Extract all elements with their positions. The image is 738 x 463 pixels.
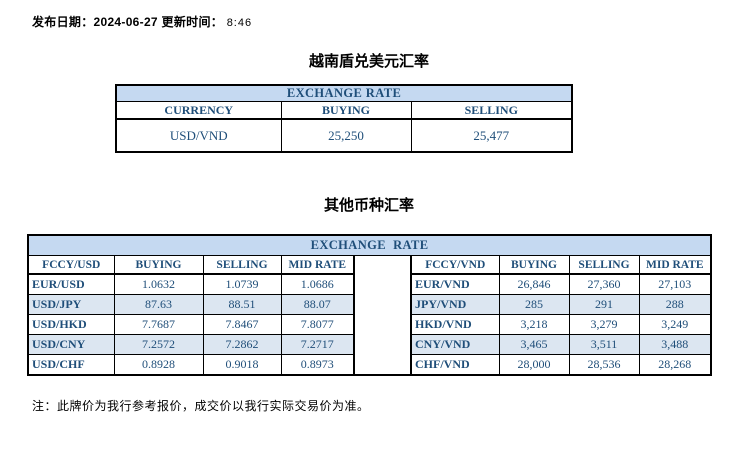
mid-rate-cell: 88.07	[280, 294, 355, 315]
table-header-row: EXCHANGE RATE	[115, 84, 573, 102]
selling-cell: 1.0739	[202, 273, 282, 295]
column-header-buying: BUYING	[280, 101, 412, 120]
mid-rate-cell: 7.8077	[280, 314, 355, 335]
buying-cell: 285	[498, 294, 570, 315]
mid-rate-cell: 7.2717	[280, 334, 355, 355]
mid-rate-cell: 1.0686	[280, 273, 355, 295]
usd-vnd-section-title: 越南盾兑美元汇率	[308, 53, 429, 70]
update-time-label: 更新时间：	[161, 15, 227, 29]
buying-cell: 0.8928	[113, 354, 204, 376]
table-gap-column	[353, 255, 412, 376]
mid-rate-cell: 3,249	[638, 314, 712, 335]
selling-cell: 25,477	[410, 118, 573, 153]
currency-pair-cell: CNY/VND	[410, 334, 500, 355]
mid-rate-cell: 0.8973	[280, 354, 355, 376]
publish-date-value: 2024-06-27	[93, 15, 162, 29]
usd-vnd-rate-table: EXCHANGE RATE CURRENCY BUYING SELLING US…	[115, 84, 574, 153]
table-row: USD/HKD 7.7687 7.8467 7.8077 HKD/VND 3,2…	[27, 314, 712, 335]
column-header-selling-left: SELLING	[202, 255, 282, 275]
selling-cell: 7.8467	[202, 314, 282, 335]
table-header-row: EXCHANGE RATE	[27, 234, 712, 256]
currency-pair-cell: CHF/VND	[410, 354, 500, 376]
table-row: USD/CHF 0.8928 0.9018 0.8973 CHF/VND 28,…	[27, 354, 712, 376]
table-row: USD/VND 25,250 25,477	[115, 118, 573, 153]
table-title-cell: EXCHANGE RATE	[115, 84, 573, 102]
table-row: USD/JPY 87.63 88.51 88.07 JPY/VND 285 29…	[27, 294, 712, 315]
disclaimer-note: 注：此牌价为我行参考报价，成交价以我行实际交易价为准。	[32, 399, 370, 413]
buying-cell: 3,465	[498, 334, 570, 355]
currency-pair-cell: JPY/VND	[410, 294, 500, 315]
column-header-midrate-right: MID RATE	[638, 255, 712, 275]
currency-pair-cell: USD/HKD	[27, 314, 115, 335]
column-header-fccy-vnd: FCCY/VND	[410, 255, 500, 275]
buying-cell: 25,250	[280, 118, 412, 153]
mid-rate-cell: 27,103	[638, 273, 712, 295]
buying-cell: 7.2572	[113, 334, 204, 355]
buying-cell: 7.7687	[113, 314, 204, 335]
column-header-fccy-usd: FCCY/USD	[27, 255, 115, 275]
column-header-row: FCCY/USD BUYING SELLING MID RATE FCCY/VN…	[27, 255, 712, 376]
column-header-selling-right: SELLING	[568, 255, 640, 275]
buying-cell: 3,218	[498, 314, 570, 335]
column-header-midrate-left: MID RATE	[280, 255, 355, 275]
selling-cell: 3,279	[568, 314, 640, 335]
selling-cell: 7.2862	[202, 334, 282, 355]
currency-pair-cell: USD/CNY	[27, 334, 115, 355]
column-header-row: CURRENCY BUYING SELLING	[115, 101, 573, 120]
currency-pair-cell: EUR/USD	[27, 273, 115, 295]
currency-pair-cell: USD/JPY	[27, 294, 115, 315]
currency-pair-cell: USD/VND	[115, 118, 282, 153]
table-title-cell: EXCHANGE RATE	[27, 234, 712, 256]
column-header-buying-right: BUYING	[498, 255, 570, 275]
buying-cell: 28,000	[498, 354, 570, 376]
buying-cell: 87.63	[113, 294, 204, 315]
column-header-buying-left: BUYING	[113, 255, 204, 275]
update-time-value: 8:46	[226, 17, 253, 29]
selling-cell: 291	[568, 294, 640, 315]
column-header-selling: SELLING	[410, 101, 573, 120]
currency-pair-cell: EUR/VND	[410, 273, 500, 295]
publish-date-label: 发布日期：	[32, 15, 94, 29]
mid-rate-cell: 3,488	[638, 334, 712, 355]
selling-cell: 88.51	[202, 294, 282, 315]
column-header-currency: CURRENCY	[115, 101, 282, 120]
mid-rate-cell: 28,268	[638, 354, 712, 376]
selling-cell: 28,536	[568, 354, 640, 376]
other-currency-section-title: 其他币种汇率	[323, 197, 414, 214]
selling-cell: 3,511	[568, 334, 640, 355]
selling-cell: 27,360	[568, 273, 640, 295]
buying-cell: 26,846	[498, 273, 570, 295]
other-currency-rate-table: EXCHANGE RATE FCCY/USD BUYING SELLING MI…	[27, 234, 713, 376]
table-row: USD/CNY 7.2572 7.2862 7.2717 CNY/VND 3,4…	[27, 334, 712, 355]
selling-cell: 0.9018	[202, 354, 282, 376]
currency-pair-cell: USD/CHF	[27, 354, 115, 376]
publish-info: 发布日期：2024-06-27 更新时间： 8:46	[32, 13, 252, 30]
table-row: EUR/USD 1.0632 1.0739 1.0686 EUR/VND 26,…	[27, 273, 712, 295]
mid-rate-cell: 288	[638, 294, 712, 315]
buying-cell: 1.0632	[113, 273, 204, 295]
currency-pair-cell: HKD/VND	[410, 314, 500, 335]
